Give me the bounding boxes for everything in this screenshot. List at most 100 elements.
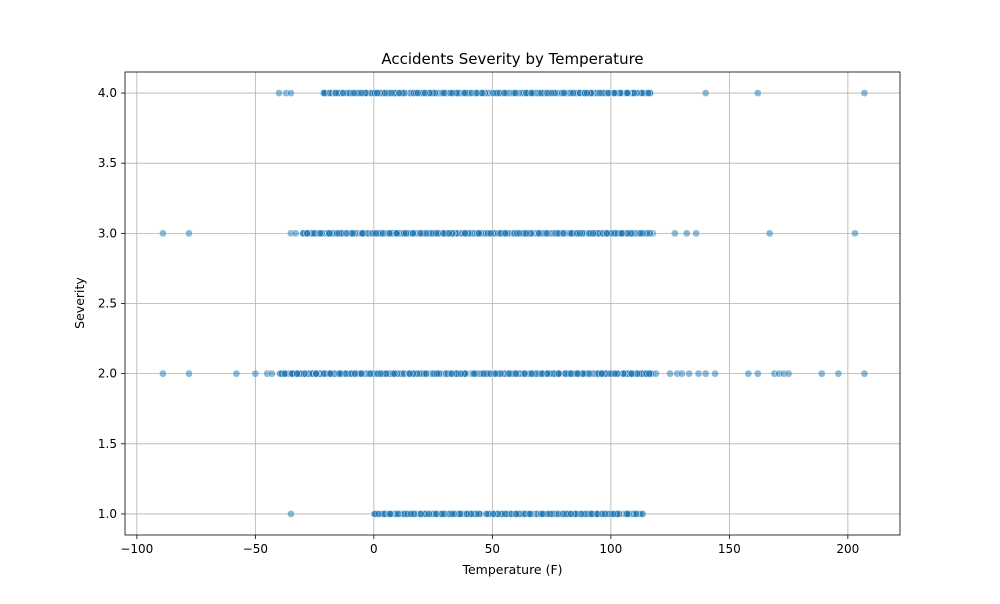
scatter-point xyxy=(610,369,619,378)
x-tick-label: 50 xyxy=(485,542,500,556)
scatter-point xyxy=(291,229,300,238)
scatter-point xyxy=(491,369,500,378)
scatter-point xyxy=(342,229,351,238)
x-tick-label: 150 xyxy=(718,542,741,556)
scatter-point xyxy=(326,369,334,378)
y-tick-label: 2.0 xyxy=(98,367,117,381)
scatter-point xyxy=(416,229,424,238)
scatter-point xyxy=(475,510,483,518)
y-tick-label: 1.0 xyxy=(98,507,117,521)
scatter-point xyxy=(461,229,469,238)
scatter-point xyxy=(439,229,448,238)
scatter-point xyxy=(744,369,753,378)
scatter-point xyxy=(374,510,383,518)
points-layer xyxy=(159,89,869,518)
scatter-point xyxy=(159,229,167,238)
scatter-point xyxy=(547,89,556,97)
scatter-point xyxy=(526,510,534,518)
scatter-point xyxy=(623,510,631,518)
scatter-point xyxy=(694,369,703,378)
scatter-point xyxy=(315,229,324,238)
scatter-point xyxy=(834,369,843,378)
scatter-point xyxy=(527,89,536,97)
scatter-point xyxy=(554,510,563,518)
scatter-point xyxy=(472,89,481,97)
scatter-point xyxy=(185,369,193,378)
scatter-point xyxy=(333,229,341,238)
x-tick-label: −100 xyxy=(120,542,153,556)
scatter-point xyxy=(457,369,465,378)
y-tick-label: 3.0 xyxy=(98,226,117,240)
scatter-point xyxy=(520,369,529,378)
scatter-point xyxy=(185,229,193,238)
scatter-point xyxy=(576,229,584,238)
scatter-point xyxy=(567,510,575,518)
scatter-point xyxy=(357,369,366,378)
scatter-point xyxy=(287,510,295,518)
scatter-point xyxy=(860,89,869,97)
scatter-point xyxy=(312,369,320,378)
ticks-layer: −100 −50 0 50 100 150 200 1.0 1.5 2.0 2.5 3.0 3.5 4.0 xyxy=(98,86,859,556)
scatter-point xyxy=(636,229,645,238)
scatter-point xyxy=(560,89,568,97)
scatter-point xyxy=(627,369,636,378)
scatter-point xyxy=(448,89,457,97)
scatter-point xyxy=(376,369,385,378)
y-tick-label: 4.0 xyxy=(98,86,117,100)
scatter-point xyxy=(567,369,575,378)
scatter-point xyxy=(351,369,359,378)
scatter-point xyxy=(573,369,582,378)
scatter-point xyxy=(358,229,367,238)
scatter-point xyxy=(597,369,606,378)
y-axis-label: Severity xyxy=(72,277,87,329)
scatter-point xyxy=(372,229,380,238)
scatter-point xyxy=(554,369,563,378)
scatter-point xyxy=(385,229,394,238)
scatter-point xyxy=(577,510,586,518)
scatter-point xyxy=(480,369,488,378)
y-tick-label: 1.5 xyxy=(98,437,117,451)
scatter-point xyxy=(701,369,710,378)
scatter-point xyxy=(357,89,366,97)
scatter-point xyxy=(535,229,543,238)
scatter-point xyxy=(543,229,551,238)
grid-layer xyxy=(125,72,900,535)
scatter-point xyxy=(417,510,425,518)
scatter-point xyxy=(817,369,826,378)
scatter-point xyxy=(395,89,403,97)
scatter-point xyxy=(489,510,497,518)
scatter-point xyxy=(589,229,597,238)
scatter-point xyxy=(303,229,311,238)
scatter-point xyxy=(500,89,509,97)
scatter-point xyxy=(390,369,399,378)
scatter-point xyxy=(386,510,394,518)
scatter-point xyxy=(268,369,276,378)
scatter-point xyxy=(275,89,283,97)
scatter-point xyxy=(784,369,793,378)
scatter-point xyxy=(501,229,509,238)
scatter-point xyxy=(461,89,469,97)
scatter-point xyxy=(622,89,631,97)
scatter-point xyxy=(537,369,546,378)
scatter-point xyxy=(462,510,471,518)
scatter-point xyxy=(851,229,859,238)
scatter-point xyxy=(251,369,260,378)
scatter-point xyxy=(402,229,410,238)
scatter-point xyxy=(440,89,449,97)
scatter-point xyxy=(671,229,679,238)
scatter-point xyxy=(432,229,440,238)
scatter-point xyxy=(501,510,509,518)
scatter-point xyxy=(602,229,611,238)
scatter-point xyxy=(486,229,495,238)
scatter-point xyxy=(350,89,359,97)
scatter-point xyxy=(598,510,607,518)
scatter-point xyxy=(682,229,691,238)
scatter-point xyxy=(433,369,441,378)
scatter-point xyxy=(482,510,491,518)
scatter-point xyxy=(438,510,447,518)
y-tick-label: 2.5 xyxy=(98,297,117,311)
scatter-point xyxy=(511,89,520,97)
scatter-point xyxy=(617,229,626,238)
